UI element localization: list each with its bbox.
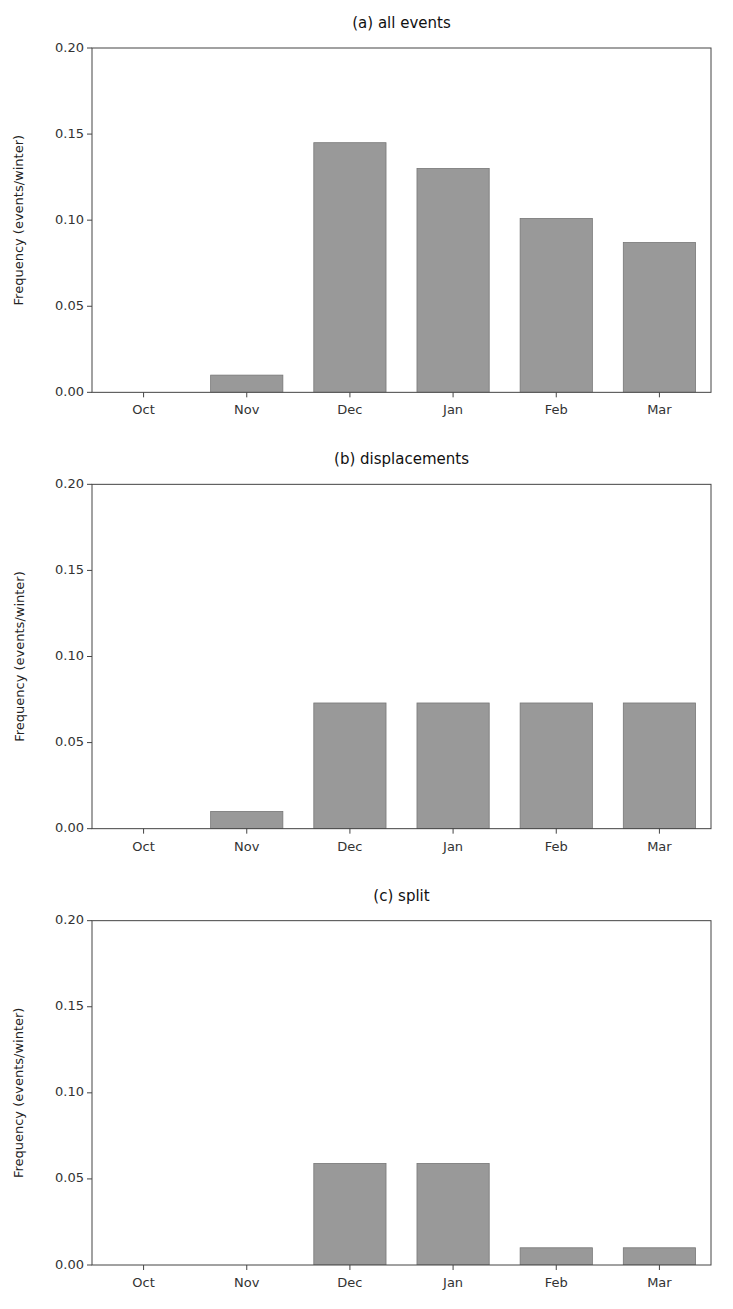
x-tick-label: Oct — [132, 839, 154, 854]
x-tick-label: Jan — [442, 839, 463, 854]
x-tick-label: Jan — [442, 402, 463, 417]
bar — [623, 1248, 695, 1265]
y-tick-label: 0.05 — [55, 298, 84, 313]
x-tick-label: Dec — [337, 1275, 362, 1290]
plot-frame — [92, 921, 711, 1265]
y-tick — [87, 484, 92, 485]
panel: (b) displacements 0.00 0.05 0.10 0.15 0.20 Fre… — [12, 450, 712, 853]
y-tick-label: 0.05 — [55, 1170, 84, 1185]
bar — [520, 703, 592, 829]
y-tick-label: 0.15 — [55, 126, 84, 141]
bar — [623, 243, 695, 393]
y-tick-label: 0.20 — [55, 912, 84, 927]
y-tick — [87, 392, 92, 393]
y-tick — [87, 1006, 92, 1007]
bars — [211, 143, 696, 393]
y-tick-label: 0.15 — [55, 562, 84, 577]
bar — [417, 169, 489, 393]
y-tick — [87, 306, 92, 307]
x-tick — [349, 829, 350, 834]
bar — [417, 1163, 489, 1265]
y-tick-label: 0.20 — [55, 476, 84, 491]
x-tick-label: Jan — [442, 1275, 463, 1290]
y-tick-label: 0.10 — [55, 648, 84, 663]
y-tick — [87, 656, 92, 657]
x-tick — [556, 392, 557, 397]
y-tick — [87, 920, 92, 921]
figure: (a) all events 0.00 0.05 0.10 0.15 0.20 Freque… — [0, 0, 733, 1309]
x-tick — [246, 829, 247, 834]
bar — [314, 1163, 386, 1265]
panel: (c) split 0.00 0.05 0.10 0.15 0.20 Frequency (… — [12, 887, 712, 1290]
bars — [211, 703, 696, 829]
x-tick — [659, 829, 660, 834]
x-tick-label: Mar — [647, 1275, 672, 1290]
x-tick — [143, 829, 144, 834]
x-tick — [453, 1265, 454, 1270]
x-tick-label: Oct — [132, 402, 154, 417]
y-axis-label: Frequency (events/winter) — [12, 135, 27, 306]
x-tick-label: Feb — [545, 402, 568, 417]
x-tick-label: Mar — [647, 839, 672, 854]
y-tick-label: 0.20 — [55, 40, 84, 55]
x-tick-label: Nov — [234, 402, 260, 417]
bar — [520, 1248, 592, 1265]
panel-title: (c) split — [373, 887, 429, 905]
y-tick-label: 0.00 — [55, 1257, 84, 1272]
plot-frame — [92, 48, 711, 392]
x-tick — [659, 1265, 660, 1270]
bar — [211, 375, 283, 392]
bar — [417, 703, 489, 829]
bars — [314, 1163, 696, 1265]
y-tick-label: 0.00 — [55, 384, 84, 399]
panel: (a) all events 0.00 0.05 0.10 0.15 0.20 Freque… — [12, 14, 712, 417]
x-tick-label: Nov — [234, 839, 260, 854]
y-tick-label: 0.10 — [55, 212, 84, 227]
x-tick — [246, 1265, 247, 1270]
x-tick — [349, 1265, 350, 1270]
y-tick — [87, 570, 92, 571]
bar — [314, 703, 386, 829]
panel-title: (b) displacements — [334, 450, 469, 468]
panel-title: (a) all events — [352, 14, 451, 32]
x-tick-label: Nov — [234, 1275, 260, 1290]
x-tick — [556, 829, 557, 834]
x-tick-label: Dec — [337, 839, 362, 854]
y-axis-label: Frequency (events/winter) — [12, 571, 27, 742]
y-axis-label: Frequency (events/winter) — [12, 1008, 27, 1179]
bar — [211, 811, 283, 828]
x-tick — [453, 392, 454, 397]
x-tick-label: Oct — [132, 1275, 154, 1290]
y-tick-label: 0.05 — [55, 734, 84, 749]
x-tick — [556, 1265, 557, 1270]
x-tick — [143, 392, 144, 397]
y-tick-label: 0.00 — [55, 820, 84, 835]
x-tick-label: Mar — [647, 402, 672, 417]
x-tick — [453, 829, 454, 834]
y-tick — [87, 828, 92, 829]
x-tick-label: Feb — [545, 1275, 568, 1290]
y-tick-label: 0.15 — [55, 998, 84, 1013]
y-tick — [87, 742, 92, 743]
x-tick — [143, 1265, 144, 1270]
y-tick — [87, 220, 92, 221]
bar — [314, 143, 386, 393]
x-tick — [246, 392, 247, 397]
y-tick-label: 0.10 — [55, 1084, 84, 1099]
y-tick — [87, 134, 92, 135]
x-tick-label: Feb — [545, 839, 568, 854]
x-tick — [659, 392, 660, 397]
plot-frame — [92, 484, 711, 828]
y-tick — [87, 1265, 92, 1266]
y-tick — [87, 48, 92, 49]
bar — [520, 218, 592, 392]
bar — [623, 703, 695, 829]
y-tick — [87, 1092, 92, 1093]
x-tick-label: Dec — [337, 402, 362, 417]
y-tick — [87, 1178, 92, 1179]
x-tick — [349, 392, 350, 397]
